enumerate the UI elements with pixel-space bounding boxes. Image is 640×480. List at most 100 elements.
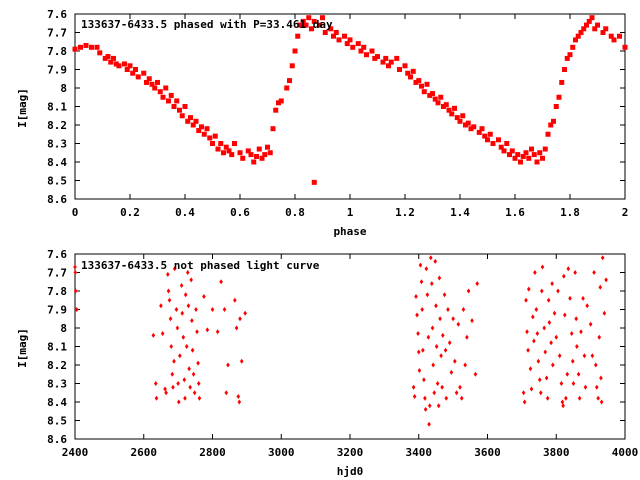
data-point (170, 371, 175, 377)
data-point (540, 264, 545, 270)
data-point (176, 381, 180, 386)
data-point (238, 316, 242, 322)
data-point (476, 129, 482, 135)
data-point (317, 22, 323, 28)
data-point (570, 44, 576, 50)
data-point (559, 381, 564, 386)
data-point (190, 122, 196, 128)
data-point (423, 395, 427, 401)
data-point (197, 395, 202, 401)
data-point (153, 381, 158, 386)
data-point (602, 310, 607, 316)
data-point (485, 137, 490, 143)
data-point (542, 146, 548, 152)
data-point (431, 362, 435, 368)
data-point (364, 52, 369, 58)
unphased-light-curve-panel: 2400 2600 2800 3000 3200 3400 3600 3800 4000 7.6… (16, 248, 638, 478)
data-point (191, 371, 196, 377)
data-point (380, 59, 386, 65)
data-point (564, 395, 568, 401)
data-point (194, 307, 198, 312)
data-point (234, 325, 239, 331)
data-point (300, 18, 306, 24)
data-point (221, 150, 226, 156)
data-point (599, 375, 603, 381)
y-tick-label: 8 (60, 82, 67, 95)
data-point (418, 262, 423, 268)
data-point (550, 281, 554, 287)
data-point (583, 384, 588, 390)
data-point (525, 329, 529, 335)
data-point (207, 135, 213, 141)
data-point (204, 126, 210, 132)
data-point (328, 26, 334, 32)
data-point (545, 131, 551, 137)
data-point (172, 266, 177, 272)
data-point (195, 329, 199, 335)
data-point (405, 70, 411, 76)
data-point (201, 131, 207, 137)
data-point (522, 399, 527, 405)
data-point (177, 107, 182, 113)
x-tick-label: 0.6 (230, 206, 250, 219)
data-point (254, 153, 259, 159)
data-point (575, 344, 579, 349)
data-point (222, 307, 227, 312)
data-point (509, 148, 515, 154)
y-tick-label: 8.3 (47, 378, 67, 391)
data-point (168, 92, 174, 98)
data-point (419, 279, 424, 285)
data-point (447, 340, 452, 346)
data-point (289, 63, 295, 69)
data-point (350, 44, 356, 50)
data-point (427, 403, 432, 409)
data-point (424, 81, 430, 87)
data-point (205, 327, 210, 333)
data-point (569, 331, 574, 337)
data-point (534, 159, 540, 165)
y-tick-label: 7.9 (47, 304, 67, 317)
data-point (74, 307, 79, 312)
data-point (331, 33, 336, 39)
data-point (473, 371, 478, 377)
data-point (582, 353, 587, 359)
data-point (372, 55, 378, 61)
data-point (175, 325, 180, 331)
data-point (432, 96, 438, 102)
data-point (144, 79, 149, 85)
unphased-y-axis-label: I[mag] (16, 328, 29, 368)
data-point (597, 334, 602, 340)
data-point (465, 120, 471, 126)
y-tick-label: 7.8 (47, 285, 67, 298)
data-point (570, 358, 575, 364)
data-point (470, 318, 474, 324)
data-point (461, 307, 466, 312)
data-point (441, 332, 445, 338)
data-point (159, 303, 163, 309)
data-point (482, 133, 488, 139)
data-point (73, 270, 78, 275)
data-point (442, 292, 447, 298)
y-tick-label: 8.4 (47, 156, 67, 169)
data-point (383, 55, 389, 61)
y-tick-label: 8.6 (47, 433, 67, 446)
data-point (433, 258, 438, 264)
data-point (182, 104, 188, 109)
x-tick-label: 2800 (199, 446, 226, 459)
data-point (592, 270, 596, 275)
data-point (515, 152, 521, 158)
data-point (178, 353, 182, 359)
data-point (532, 338, 536, 344)
x-tick-label: 3200 (337, 446, 364, 459)
data-point (526, 347, 530, 353)
data-point (608, 33, 614, 39)
data-point (306, 15, 312, 21)
x-tick-label: 3000 (268, 446, 295, 459)
data-point (270, 126, 276, 132)
data-point (154, 395, 159, 401)
data-point (226, 148, 232, 154)
data-point (171, 384, 175, 390)
data-point (596, 395, 600, 401)
data-point (179, 113, 185, 119)
data-point (446, 307, 450, 312)
